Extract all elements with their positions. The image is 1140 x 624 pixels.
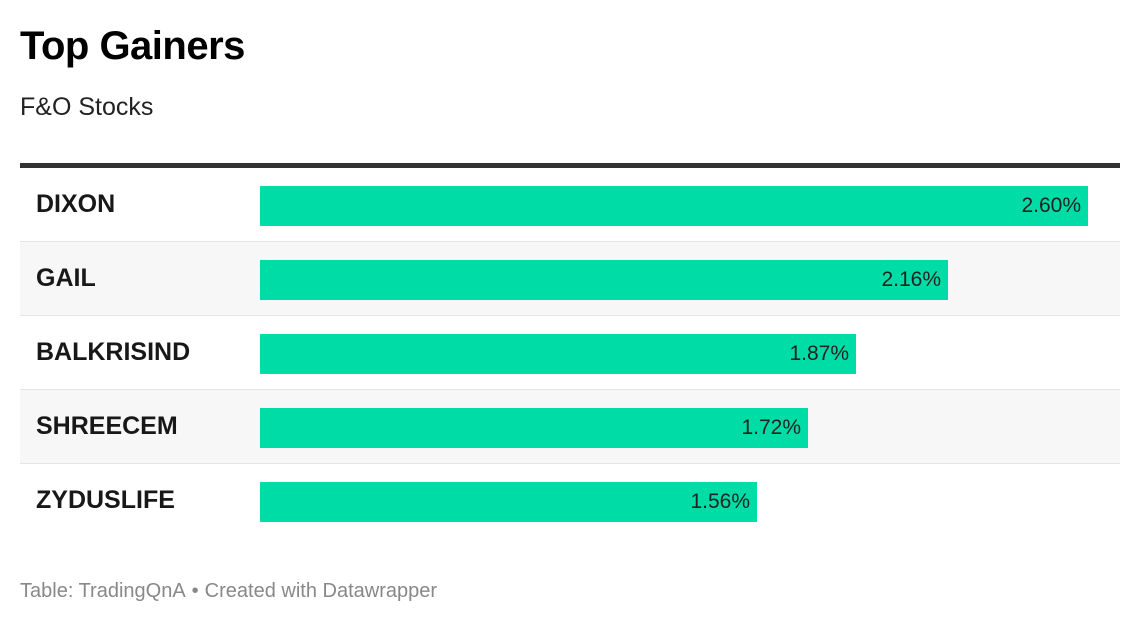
- bar: 1.56%: [260, 482, 757, 522]
- chart-subtitle: F&O Stocks: [20, 93, 154, 121]
- row-label: GAIL: [36, 264, 96, 292]
- footer: Table: TradingQnA • Created with Datawrapp…: [20, 578, 437, 604]
- bar-track: 1.87%: [260, 334, 1088, 374]
- bar-value-label: 1.87%: [789, 342, 849, 365]
- bar-table: DIXON 2.60% GAIL 2.16% BALKRISIND 1.87% SHREEC…: [20, 163, 1120, 537]
- bar: 2.60%: [260, 186, 1088, 226]
- table-row: BALKRISIND 1.87%: [20, 316, 1120, 390]
- bar-track: 2.60%: [260, 186, 1088, 226]
- bar-track: 2.16%: [260, 260, 1088, 300]
- footer-source: Table: TradingQnA: [20, 580, 186, 602]
- table-row: DIXON 2.60%: [20, 168, 1120, 242]
- bar: 1.87%: [260, 334, 856, 374]
- chart-title: Top Gainers: [20, 24, 245, 68]
- footer-separator: •: [191, 580, 199, 602]
- row-label: BALKRISIND: [36, 338, 191, 366]
- row-label: SHREECEM: [36, 412, 178, 440]
- footer-credit: Created with Datawrapper: [204, 580, 438, 602]
- bar-value-label: 1.72%: [741, 416, 801, 439]
- row-label: DIXON: [36, 190, 116, 218]
- bar-value-label: 2.16%: [881, 268, 941, 291]
- table-row: SHREECEM 1.72%: [20, 390, 1120, 464]
- table-row: GAIL 2.16%: [20, 242, 1120, 316]
- row-label: ZYDUSLIFE: [36, 486, 175, 514]
- bar: 1.72%: [260, 408, 808, 448]
- bar-track: 1.72%: [260, 408, 1088, 448]
- table-row: ZYDUSLIFE 1.56%: [20, 464, 1120, 537]
- bar-track: 1.56%: [260, 482, 1088, 522]
- bar: 2.16%: [260, 260, 948, 300]
- bar-value-label: 1.56%: [690, 490, 750, 513]
- bar-value-label: 2.60%: [1021, 194, 1081, 217]
